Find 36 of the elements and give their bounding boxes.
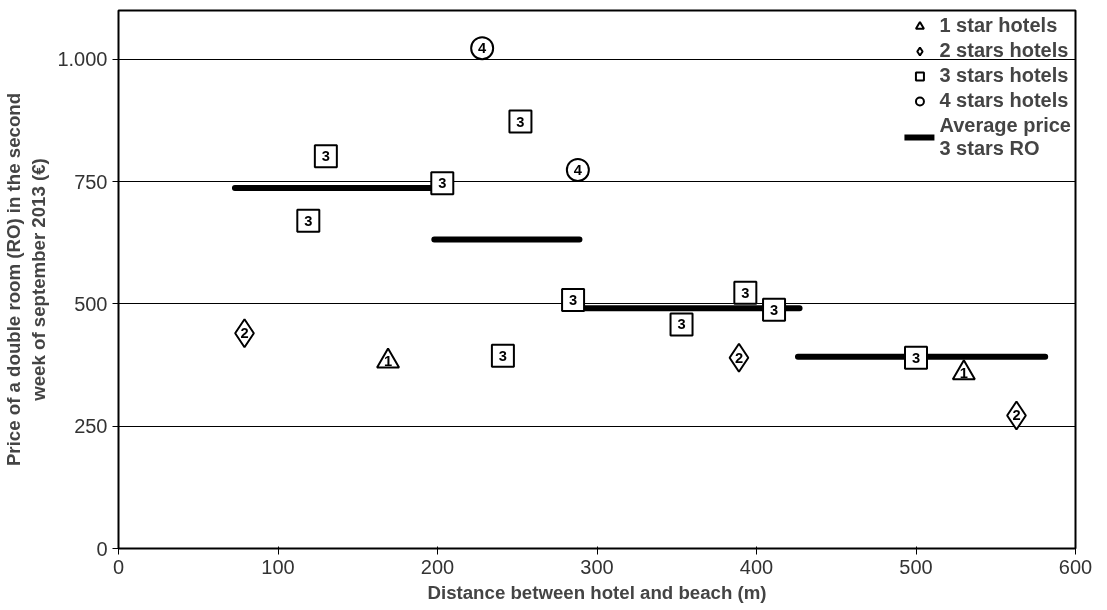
annotation: 4	[478, 40, 488, 57]
annotation: 1	[383, 353, 393, 370]
annotation: 3	[498, 347, 507, 364]
x-tick-label: 100	[261, 555, 295, 578]
annotation: 3	[911, 349, 921, 366]
annotation: 3	[769, 301, 779, 318]
annotation: 3	[321, 148, 330, 165]
legend-label: 2 stars hotels	[939, 39, 1069, 62]
x-tick-label: 300	[580, 555, 614, 578]
y-axis-title: Price of a double room (RO) in the second week of september 2013 (€)	[3, 92, 50, 467]
annotation: 2	[240, 325, 249, 342]
x-tick-label: 200	[420, 555, 455, 578]
y-tick-label: 250	[74, 415, 108, 438]
legend-label: Average price 3 stars RO	[939, 114, 1071, 160]
y-tick-label: 1.000	[57, 48, 108, 71]
x-tick-label: 500	[899, 555, 933, 578]
annotation: 3	[304, 212, 313, 229]
x-axis-title: Distance between hotel and beach (m)	[427, 581, 767, 603]
legend-label: 4 stars hotels	[939, 89, 1069, 112]
x-tick-label: 600	[1058, 555, 1093, 578]
legend-label: 3 stars hotels	[939, 64, 1069, 87]
annotation: 3	[677, 316, 686, 333]
y-tick-label: 750	[74, 170, 108, 193]
annotation: 4	[573, 161, 583, 178]
x-tick-label: 0	[112, 555, 125, 578]
y-tick-label: 500	[74, 292, 108, 315]
y-tick-label: 0	[96, 537, 108, 560]
annotation: 2	[734, 349, 744, 366]
annotation: 1	[959, 364, 968, 381]
annotation: 3	[741, 284, 750, 301]
x-tick-label: 400	[739, 555, 774, 578]
annotation: 2	[1012, 407, 1021, 424]
annotation: 3	[516, 113, 525, 130]
legend-label: 1 star hotels	[939, 14, 1058, 37]
annotation: 3	[438, 175, 447, 192]
annotation: 3	[569, 292, 578, 309]
